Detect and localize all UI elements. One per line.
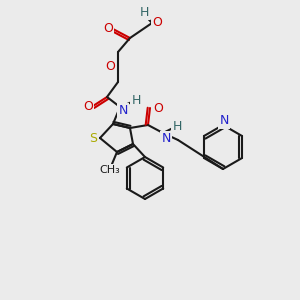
Text: H: H [172, 121, 182, 134]
Text: O: O [103, 22, 113, 34]
Text: N: N [161, 131, 171, 145]
Text: H: H [139, 5, 149, 19]
Text: N: N [219, 115, 229, 128]
Text: S: S [89, 133, 97, 146]
Text: H: H [131, 94, 141, 107]
Text: O: O [83, 100, 93, 112]
Text: O: O [152, 16, 162, 28]
Text: CH₃: CH₃ [100, 165, 120, 175]
Text: O: O [153, 101, 163, 115]
Text: O: O [105, 61, 115, 74]
Text: N: N [118, 103, 128, 116]
